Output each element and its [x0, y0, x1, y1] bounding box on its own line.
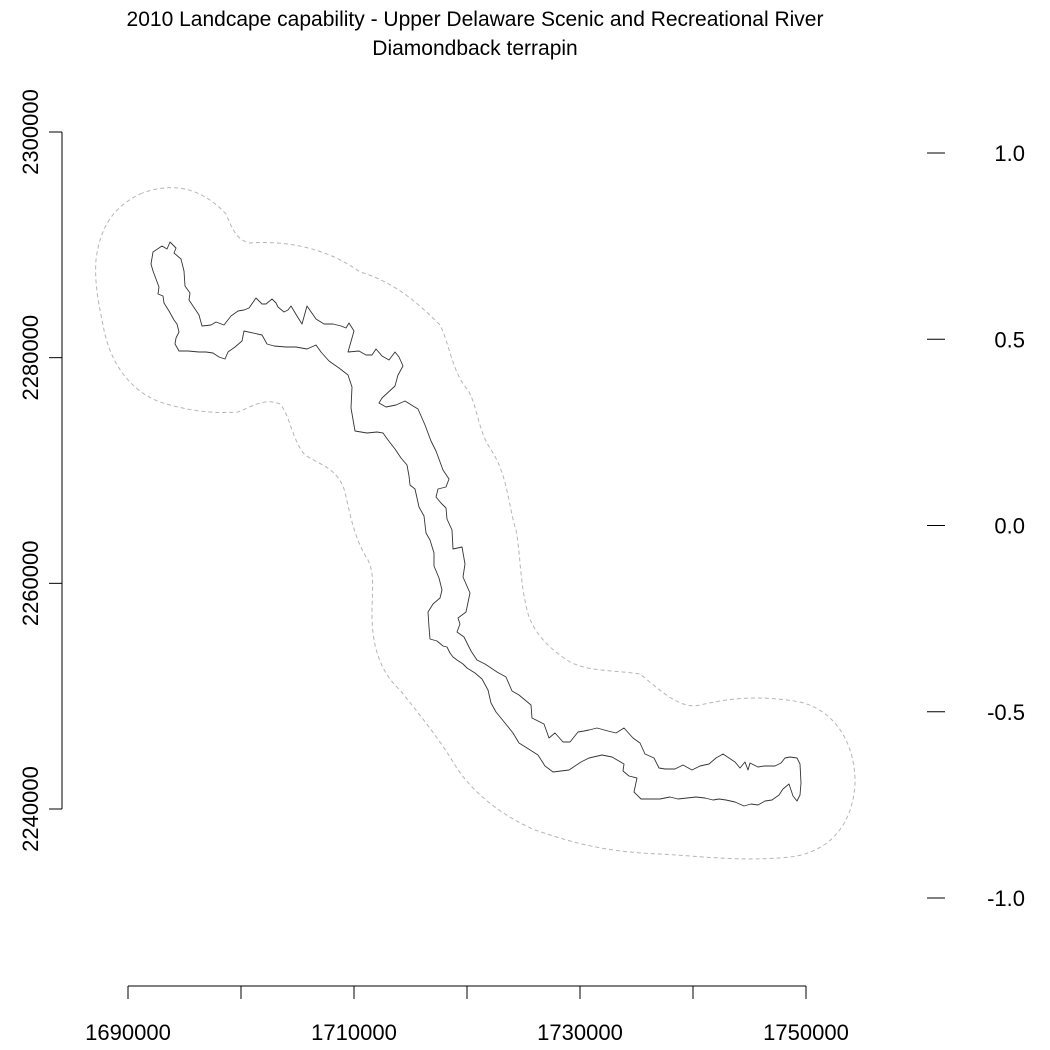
legend-tick-label: 0.5 — [994, 327, 1025, 352]
x-tick-label: 1710000 — [311, 1020, 397, 1045]
legend-tick-label: -1.0 — [987, 886, 1025, 911]
buffer-boundary — [95, 187, 856, 860]
x-tick-label: 1690000 — [85, 1020, 171, 1045]
x-axis: 1690000 1710000 1730000 1750000 — [85, 985, 849, 1045]
park-boundary — [150, 241, 802, 807]
y-tick-label: 2280000 — [18, 315, 43, 401]
y-tick-label: 2260000 — [18, 541, 43, 627]
map-title-line1: 2010 Landcape capability - Upper Delawar… — [127, 8, 824, 31]
map-title-line2: Diamondback terrapin — [372, 37, 577, 60]
y-tick-label: 2300000 — [18, 89, 43, 175]
x-tick-label: 1730000 — [537, 1020, 623, 1045]
legend-tick-label: 1.0 — [994, 141, 1025, 166]
legend-tick-label: 0.0 — [994, 514, 1025, 539]
y-tick-label: 2240000 — [18, 766, 43, 852]
x-tick-label: 1750000 — [763, 1020, 849, 1045]
y-axis: 2240000 2260000 2280000 2300000 — [18, 89, 63, 852]
legend-tick-label: -0.5 — [987, 700, 1025, 725]
legend-scale: 1.0 0.5 0.0 -0.5 -1.0 — [927, 141, 1025, 911]
